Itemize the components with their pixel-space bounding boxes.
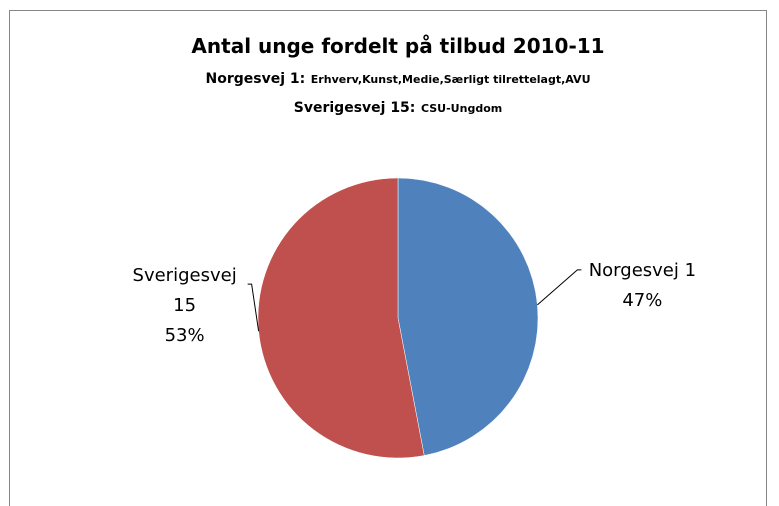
leader-line (247, 283, 260, 332)
chart-title: Antal unge fordelt på tilbud 2010-11 (191, 34, 604, 58)
value-label: 53% (165, 325, 205, 346)
label-line: Sverigesvej (133, 265, 237, 286)
category-label: Norgesvej 1 (589, 260, 696, 281)
label-line: 15 (173, 295, 196, 316)
label-line: Norgesvej 1 (589, 260, 696, 281)
pie-slice (397, 177, 539, 456)
subtitle-label: Norgesvej 1: (205, 71, 305, 87)
subtitle: Norgesvej 1: Erhverv,Kunst,Medie,Særligt… (205, 68, 590, 87)
value-label: 47% (622, 290, 662, 311)
leader-line (537, 269, 582, 306)
subtitle: Sverigesvej 15: CSU-Ungdom (294, 97, 502, 116)
subtitle-label: Sverigesvej 15: (294, 100, 416, 116)
subtitle-detail: Erhverv,Kunst,Medie,Særligt tilrettelagt… (311, 73, 591, 86)
category-label: Sverigesvej 15 (133, 265, 237, 316)
subtitle-detail: CSU-Ungdom (421, 102, 502, 115)
